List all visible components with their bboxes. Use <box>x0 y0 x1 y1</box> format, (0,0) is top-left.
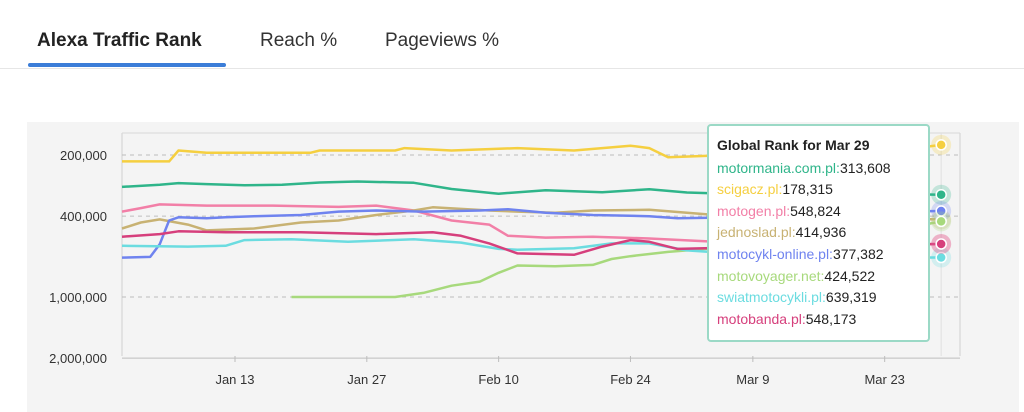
tab-pageviews[interactable]: Pageviews % <box>385 30 500 51</box>
y-tick-label: 1,000,000 <box>49 290 107 305</box>
active-tab-indicator <box>28 63 226 67</box>
tooltip-rank-value: 178,315 <box>782 181 833 198</box>
tooltip-site-label: motormania.com.pl: <box>717 159 840 176</box>
rank-tooltip: Global Rank for Mar 29 motormania.com.pl… <box>707 124 930 342</box>
data-point-motobanda-pl <box>935 238 947 250</box>
tooltip-row: jednoslad.pl:414,936 <box>717 222 920 244</box>
tooltip-row: motobanda.pl:548,173 <box>717 309 920 331</box>
tooltip-rank-value: 548,824 <box>790 202 841 219</box>
data-point-motormania-com-pl <box>935 188 947 201</box>
y-tick-label: 400,000 <box>60 209 107 224</box>
x-tick-label: Feb 24 <box>610 372 650 387</box>
tooltip-rank-value: 377,382 <box>832 245 884 262</box>
tooltip-rank-value: 639,319 <box>825 289 877 306</box>
tooltip-rank-value: 414,936 <box>795 224 847 241</box>
tooltip-site-label: scigacz.pl: <box>717 181 783 198</box>
x-tick-label: Mar 23 <box>864 372 904 387</box>
tooltip-title: Global Rank for Mar 29 <box>717 137 870 153</box>
y-tick-label: 2,000,000 <box>49 351 107 366</box>
tooltip-row: motovoyager.net:424,522 <box>717 266 920 288</box>
y-tick-label: 200,000 <box>60 148 107 163</box>
tooltip-site-label: motogen.pl: <box>717 202 791 219</box>
x-tick-label: Jan 13 <box>215 372 254 387</box>
tooltip-row: motormania.com.pl:313,608 <box>717 158 920 180</box>
tooltip-rank-value: 313,608 <box>839 159 891 176</box>
tab-alexa-traffic-rank[interactable]: Alexa Traffic Rank <box>37 30 202 51</box>
tooltip-site-label: motocykl-online.pl: <box>717 245 833 262</box>
tooltip-site-label: jednoslad.pl: <box>717 224 796 241</box>
tooltip-row: scigacz.pl:178,315 <box>717 179 920 201</box>
tooltip-rank-value: 548,173 <box>805 310 857 327</box>
x-tick-label: Feb 10 <box>478 372 518 387</box>
data-point-motovoyager-net <box>935 215 947 228</box>
series-line-jednoslad-pl <box>121 206 942 232</box>
data-point-scigacz-pl <box>935 139 947 151</box>
tooltip-row: swiatmotocykli.pl:639,319 <box>717 287 920 309</box>
tooltip-site-label: motobanda.pl: <box>717 310 806 327</box>
tab-bar: Alexa Traffic Rank Reach % Pageviews % <box>0 0 1024 69</box>
x-tick-label: Jan 27 <box>347 372 386 387</box>
tooltip-row: motocykl-online.pl:377,382 <box>717 244 920 266</box>
tooltip-row: motogen.pl:548,824 <box>717 201 920 223</box>
tooltip-site-label: motovoyager.net: <box>717 267 825 284</box>
data-point-swiatmotocykli-pl <box>935 251 947 264</box>
tooltip-rank-value: 424,522 <box>824 267 876 284</box>
tab-reach[interactable]: Reach % <box>260 30 338 51</box>
tooltip-site-label: swiatmotocykli.pl: <box>717 289 826 306</box>
x-tick-label: Mar 9 <box>736 372 769 387</box>
